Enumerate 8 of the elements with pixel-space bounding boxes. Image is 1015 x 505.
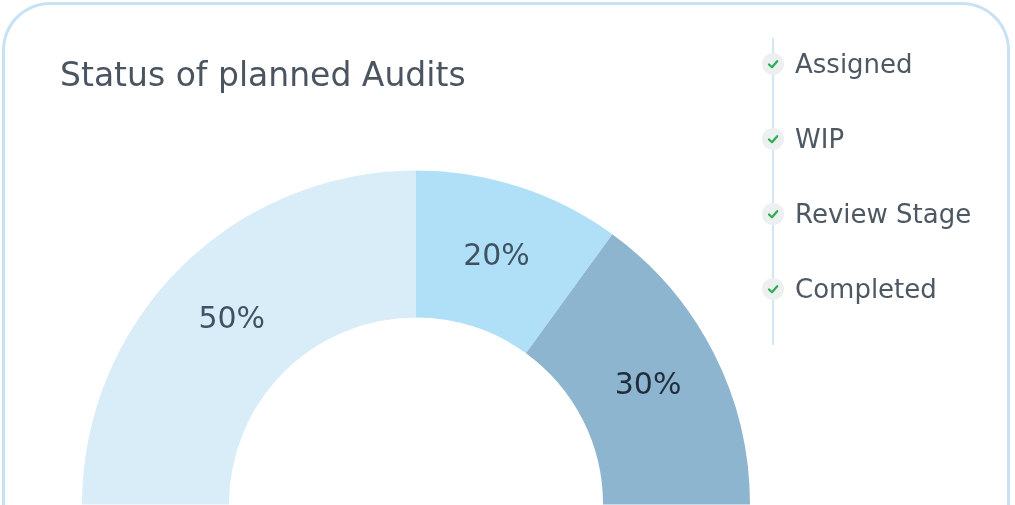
text: Assigned xyxy=(795,48,913,80)
data-label: 30% xyxy=(614,366,682,402)
text: WIP xyxy=(795,123,845,155)
chart-title: Status of planned Audits xyxy=(60,55,466,95)
data-label: 20% xyxy=(463,236,530,272)
text: Review Stage xyxy=(795,198,972,230)
data-label: 50% xyxy=(198,300,266,336)
text: Completed xyxy=(795,273,937,305)
